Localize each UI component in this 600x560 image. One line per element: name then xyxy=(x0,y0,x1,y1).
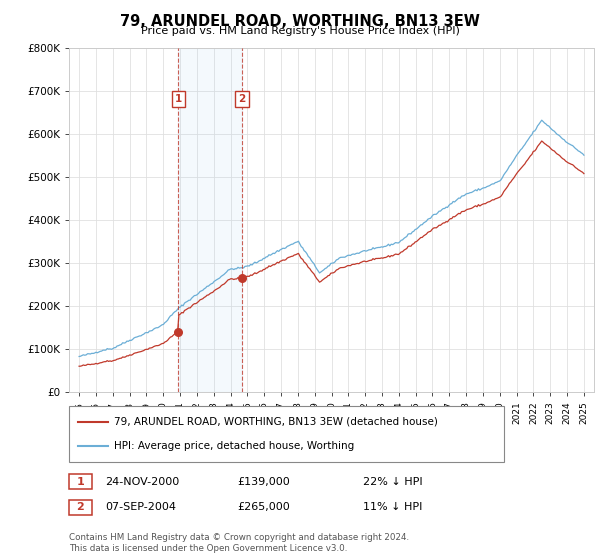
Text: 1: 1 xyxy=(175,94,182,104)
Text: 22% ↓ HPI: 22% ↓ HPI xyxy=(363,477,422,487)
Point xyxy=(173,328,183,337)
Text: HPI: Average price, detached house, Worthing: HPI: Average price, detached house, Wort… xyxy=(114,441,354,451)
Point xyxy=(237,273,247,282)
Text: Contains HM Land Registry data © Crown copyright and database right 2024.
This d: Contains HM Land Registry data © Crown c… xyxy=(69,533,409,553)
Text: 2: 2 xyxy=(238,94,245,104)
Text: 79, ARUNDEL ROAD, WORTHING, BN13 3EW: 79, ARUNDEL ROAD, WORTHING, BN13 3EW xyxy=(120,14,480,29)
Text: 1: 1 xyxy=(77,477,84,487)
Bar xyxy=(178,48,242,392)
Text: Price paid vs. HM Land Registry's House Price Index (HPI): Price paid vs. HM Land Registry's House … xyxy=(140,26,460,36)
Text: £139,000: £139,000 xyxy=(237,477,290,487)
Text: £265,000: £265,000 xyxy=(237,502,290,512)
Text: 07-SEP-2004: 07-SEP-2004 xyxy=(105,502,176,512)
Text: 24-NOV-2000: 24-NOV-2000 xyxy=(105,477,179,487)
Text: 2: 2 xyxy=(77,502,84,512)
Text: 79, ARUNDEL ROAD, WORTHING, BN13 3EW (detached house): 79, ARUNDEL ROAD, WORTHING, BN13 3EW (de… xyxy=(114,417,438,427)
Text: 11% ↓ HPI: 11% ↓ HPI xyxy=(363,502,422,512)
